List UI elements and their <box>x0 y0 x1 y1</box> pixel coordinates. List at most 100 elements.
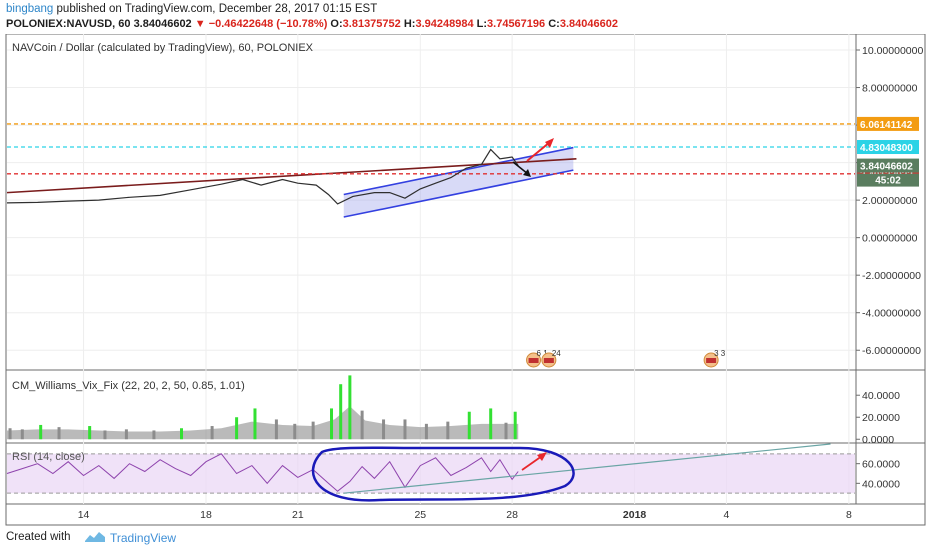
axis-labels: 10.000000008.000000006.000000004.0000000… <box>856 45 923 490</box>
price-change: −0.46422648 (−10.78%) <box>208 18 328 30</box>
symbol-quote-line: POLONIEX:NAVUSD, 60 3.84046602 ▼ −0.4642… <box>6 18 618 30</box>
price-axis-label: 8.00000000 <box>862 83 918 95</box>
vix-bar <box>330 408 334 440</box>
level-tag-cyan <box>857 140 919 155</box>
price-axis-label: 0.00000000 <box>862 233 918 245</box>
price-series-line <box>6 148 519 205</box>
last-price-tag <box>857 158 919 173</box>
vix-bar <box>403 419 407 440</box>
chart-header: bingbang published on TradingView.com, D… <box>0 0 932 34</box>
vix-bar <box>179 428 183 440</box>
rsi-trendline[interactable] <box>343 443 831 494</box>
rsi-annotation-arrowhead <box>537 452 547 461</box>
footer: Created with TradingView <box>0 526 932 550</box>
time-axis-label: 21 <box>292 509 304 521</box>
event-flag-stripe <box>706 358 717 363</box>
vix-axis-label: 40.0000 <box>862 390 900 402</box>
time-axis-label: 14 <box>78 509 90 521</box>
time-axis-label: 25 <box>414 509 426 521</box>
tradingview-logo-icon <box>85 532 105 542</box>
time-axis-label: 8 <box>846 509 852 521</box>
high-value: 3.94248984 <box>415 18 474 30</box>
vix-bar <box>274 419 278 440</box>
vix-bar <box>513 411 517 440</box>
level-tag-orange <box>857 116 919 131</box>
time-axis-label: 28 <box>506 509 518 521</box>
open-value: 3.81375752 <box>342 18 401 30</box>
tradingview-brand[interactable]: TradingView <box>110 531 177 545</box>
rsi-annotation-circle <box>311 446 575 502</box>
event-flag-stripe <box>543 358 554 363</box>
low-value: 3.74567196 <box>487 18 546 30</box>
vix-histogram-area <box>7 406 519 440</box>
price-axis-label: -6.00000000 <box>862 345 921 357</box>
vix-bar <box>467 411 471 440</box>
trading-chart[interactable]: 6 1 24 3 3 NAVCoin / Dollar (calculated by… <box>0 34 932 526</box>
vix-axis-label: 20.0000 <box>862 412 900 424</box>
vix-bar <box>88 426 92 440</box>
vix-bar <box>489 408 493 440</box>
vix-bar <box>8 428 12 440</box>
vix-bar <box>253 408 257 440</box>
main-pane-title: NAVCoin / Dollar (calculated by TradingV… <box>12 42 314 54</box>
vix-bar <box>311 421 315 440</box>
rsi-series-line <box>6 453 519 492</box>
rsi-axis-label: 60.0000 <box>862 459 900 471</box>
author-link[interactable]: bingbang <box>6 3 54 15</box>
open-label: O: <box>330 18 343 30</box>
rsi-pane-title: RSI (14, close) <box>12 451 85 463</box>
vix-bar <box>446 421 450 440</box>
time-axis-label: 4 <box>724 509 730 521</box>
close-label: C: <box>548 18 560 30</box>
close-value: 3.84046602 <box>559 18 618 30</box>
published-text: published on TradingView.com, December 2… <box>53 3 378 15</box>
vix-bar <box>339 384 343 440</box>
low-label: L: <box>476 18 488 30</box>
grid-layer <box>7 34 855 504</box>
main-price-pane[interactable]: 6 1 24 3 3 NAVCoin / Dollar (calculated by… <box>6 42 855 368</box>
vix-bar <box>235 417 239 440</box>
vix-bar <box>348 375 352 440</box>
vix-bar <box>293 423 297 440</box>
vix-pane-title: CM_Williams_Vix_Fix (22, 20, 2, 50, 0.85… <box>12 380 245 392</box>
vix-bar <box>424 423 428 440</box>
vix-bar <box>124 429 128 440</box>
price-axis-label: 2.00000000 <box>862 195 918 207</box>
chart-frame <box>5 34 926 526</box>
vix-bar <box>210 426 214 440</box>
vix-bar <box>360 410 364 440</box>
vix-bar <box>39 424 43 440</box>
high-label: H: <box>403 18 416 30</box>
price-axis-label: -2.00000000 <box>862 270 921 282</box>
last-price: 3.84046602 <box>133 18 192 30</box>
vix-bar <box>103 430 107 440</box>
price-axis-label: -4.00000000 <box>862 308 921 320</box>
channel-lower-line[interactable] <box>343 169 574 218</box>
time-axis-label: 2018 <box>623 509 647 521</box>
vix-bar <box>20 429 24 440</box>
created-with-text: Created with <box>6 531 71 543</box>
time-axis-label: 18 <box>200 509 212 521</box>
annotation-arrows <box>512 138 554 177</box>
vix-bar <box>57 427 61 440</box>
symbol-label: POLONIEX:NAVUSD, 60 <box>6 18 131 30</box>
vix-bar <box>382 419 386 440</box>
event-marker-label: 3 3 <box>714 349 726 358</box>
countdown-tag-text: 45:02 <box>875 176 901 187</box>
level-tag-text: 6.06141142 <box>860 120 913 131</box>
rsi-pane[interactable]: RSI (14, close) <box>6 443 855 502</box>
time-axis-labels: 14 18 21 25 28 2018 4 8 <box>78 509 852 521</box>
event-flag-stripe <box>528 358 539 363</box>
vix-bar <box>504 422 508 440</box>
vix-fix-pane[interactable]: CM_Williams_Vix_Fix (22, 20, 2, 50, 0.85… <box>7 375 519 440</box>
countdown-tag <box>857 173 919 187</box>
vix-axis-label: 0.0000 <box>862 434 894 446</box>
price-axis-label: 10.00000000 <box>862 45 923 57</box>
vix-bar <box>152 430 156 440</box>
change-arrow-icon: ▼ <box>194 18 206 30</box>
rsi-axis-label: 40.0000 <box>862 478 900 490</box>
last-price-tag-text: 3.84046602 <box>860 162 913 173</box>
level-tag-text: 4.83048300 <box>860 143 913 154</box>
event-marker-label: 6 1 <box>537 349 549 358</box>
rsi-annotation-arrow <box>521 455 543 471</box>
